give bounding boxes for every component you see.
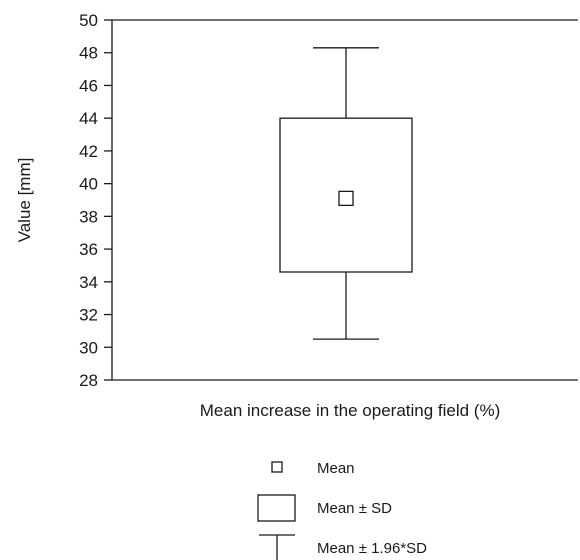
y-tick-label: 44: [79, 109, 98, 128]
y-tick-label: 36: [79, 240, 98, 259]
box-series: [279, 47, 413, 340]
y-tick-label: 40: [79, 175, 98, 194]
y-tick-label: 48: [79, 44, 98, 63]
y-tick-label: 38: [79, 207, 98, 226]
plot-area: [111, 19, 578, 381]
x-axis-title: Mean increase in the operating field (%): [200, 401, 501, 420]
y-axis-title: Value [mm]: [15, 158, 34, 243]
legend-sd-box: [257, 494, 296, 522]
legend-label-whisker: Mean ± 1.96*SD: [317, 540, 427, 557]
y-tick-label: 46: [79, 76, 98, 95]
legend-mean-marker: [271, 461, 283, 473]
y-tick-label: 30: [79, 338, 98, 357]
legend: Mean Mean ± SD Mean ± 1.96*SD: [257, 460, 427, 560]
y-tick-label: 34: [79, 273, 98, 292]
y-tick-label: 42: [79, 142, 98, 161]
y-tick-label: 32: [79, 306, 98, 325]
y-tick-label: 28: [79, 371, 98, 390]
sd-box: [279, 117, 413, 273]
legend-label-mean: Mean: [317, 460, 355, 477]
y-tick-label: 50: [79, 11, 98, 30]
y-axis-ticks: 28 30 32 34 36 38 40 42 44 46 48 50: [79, 11, 112, 390]
mean-marker: [338, 190, 354, 207]
legend-label-sd: Mean ± SD: [317, 500, 392, 517]
